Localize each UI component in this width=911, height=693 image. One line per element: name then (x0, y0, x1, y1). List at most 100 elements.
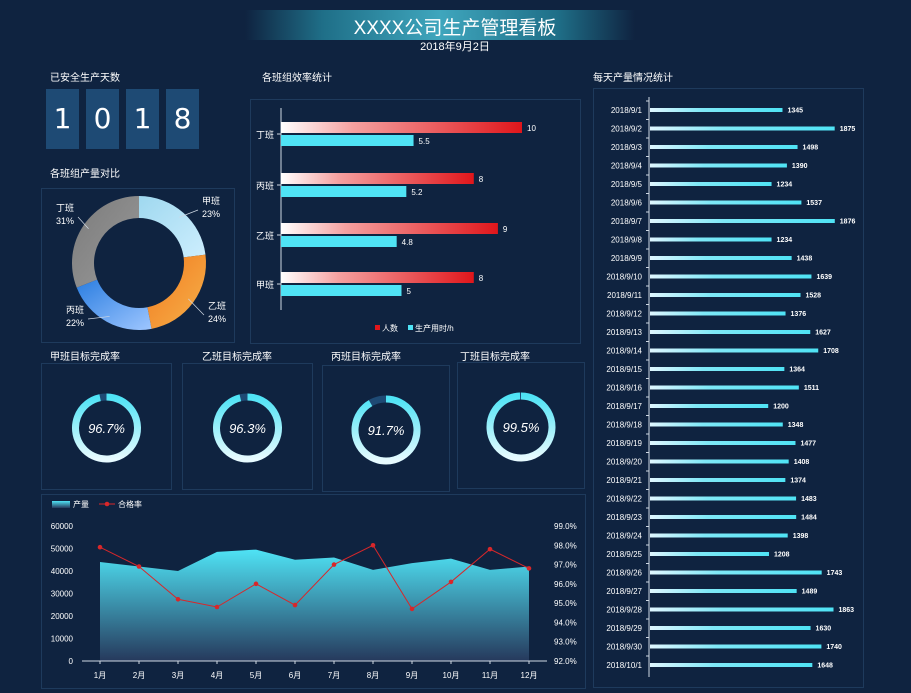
safety-digit: 0 (86, 89, 119, 149)
monthly-right-tick: 92.0% (554, 657, 577, 666)
monthly-right-tick: 98.0% (554, 541, 577, 550)
daily-bar (650, 607, 834, 612)
efficiency-category-label: 乙班 (256, 230, 274, 241)
donut-panel: 甲班 23% 乙班 24% 丙班 22% 丁班 31% (41, 188, 235, 343)
monthly-x-label: 1月 (94, 671, 106, 680)
daily-date-label: 2018/9/1 (611, 106, 643, 115)
monthly-x-label: 8月 (367, 671, 379, 680)
monthly-left-tick: 10000 (51, 635, 74, 644)
donut-slice-percent: 31% (56, 216, 74, 226)
monthly-point-pass-rate (292, 602, 298, 608)
donut-slice (147, 254, 206, 329)
efficiency-bar-people (281, 272, 474, 283)
legend-swatch-people (375, 325, 380, 330)
daily-value-label: 1863 (839, 607, 855, 614)
efficiency-category-label: 甲班 (256, 279, 274, 290)
daily-bar (650, 422, 783, 427)
daily-value-label: 1740 (826, 644, 842, 651)
daily-date-label: 2018/9/4 (611, 162, 643, 171)
efficiency-bar-people (281, 173, 474, 184)
donut-slice-label: 乙班 (208, 300, 226, 311)
page-title: XXXX公司生产管理看板 (353, 18, 557, 39)
daily-date-label: 2018/9/10 (606, 273, 642, 282)
efficiency-bar-people (281, 122, 522, 133)
daily-bar (650, 589, 797, 593)
monthly-x-label: 11月 (482, 671, 498, 680)
monthly-left-tick: 40000 (51, 567, 74, 576)
daily-bar (650, 385, 799, 390)
daily-date-label: 2018/9/6 (611, 199, 643, 208)
efficiency-value-label: 5 (407, 287, 412, 296)
daily-date-label: 2018/9/24 (606, 532, 642, 541)
efficiency-value-label: 10 (527, 124, 536, 133)
efficiency-value-label: 5.5 (419, 137, 431, 146)
daily-date-label: 2018/9/13 (606, 328, 642, 337)
daily-bar (650, 552, 769, 556)
daily-panel: 2018/9/1 1345 2018/9/2 1875 2018/9/3 1498 2018… (593, 88, 864, 688)
daily-value-label: 1511 (804, 385, 819, 392)
daily-value-label: 1376 (791, 311, 807, 318)
daily-bar (650, 663, 813, 667)
efficiency-chart: 丁班 10 5.5 丙班 8 5.2 乙班 9 4.8 甲班 8 5 人数 生产用时/h (256, 108, 536, 333)
daily-section-label: 每天产量情况统计 (593, 73, 673, 84)
legend-swatch-hours (408, 325, 413, 330)
daily-value-label: 1528 (806, 293, 822, 300)
daily-date-label: 2018/9/16 (606, 384, 642, 393)
daily-date-label: 2018/9/9 (611, 254, 643, 263)
donut-section-label: 各班组产量对比 (50, 169, 120, 180)
daily-bar (650, 515, 797, 519)
monthly-left-tick: 30000 (51, 590, 74, 599)
daily-bar (650, 626, 811, 630)
monthly-right-tick: 94.0% (554, 618, 577, 627)
monthly-line-pass-rate (99, 544, 530, 610)
daily-value-label: 1234 (777, 237, 793, 244)
gauge-panel: 96.3% (182, 363, 313, 490)
donut-slice (72, 196, 139, 288)
daily-bar (650, 367, 785, 371)
monthly-left-tick: 0 (69, 657, 74, 666)
daily-date-label: 2018/9/30 (606, 643, 642, 652)
monthly-point-pass-rate (448, 579, 454, 585)
daily-date-label: 2018/9/20 (606, 458, 642, 467)
daily-value-label: 1708 (823, 348, 839, 355)
page-date: 2018年9月2日 (420, 41, 490, 53)
monthly-area-production (100, 549, 529, 661)
monthly-right-tick: 99.0% (554, 522, 577, 531)
daily-bar (650, 533, 788, 538)
donut-slice-label: 甲班 (202, 195, 220, 206)
daily-bar (650, 293, 801, 297)
monthly-point-pass-rate (409, 606, 415, 612)
daily-value-label: 1489 (802, 589, 818, 596)
daily-bar (650, 126, 835, 131)
daily-bar (650, 200, 802, 205)
daily-chart: 2018/9/1 1345 2018/9/2 1875 2018/9/3 1498 2018… (606, 97, 855, 677)
daily-bar (650, 108, 783, 112)
daily-value-label: 1537 (806, 200, 822, 207)
daily-value-label: 1374 (790, 478, 806, 485)
monthly-point-pass-rate (526, 566, 532, 571)
efficiency-value-label: 8 (479, 175, 484, 184)
efficiency-value-label: 4.8 (402, 238, 414, 247)
completion-gauge: 99.5% (486, 392, 556, 462)
donut-slice-label: 丙班 (66, 304, 84, 315)
donut-leader-line (179, 209, 199, 218)
daily-value-label: 1364 (789, 367, 805, 374)
monthly-left-tick: 50000 (51, 545, 74, 554)
daily-date-label: 2018/9/8 (611, 236, 643, 245)
legend-label: 生产用时/h (415, 323, 454, 333)
monthly-point-pass-rate (175, 596, 181, 602)
daily-bar (650, 570, 822, 575)
efficiency-bar-hours (281, 285, 402, 296)
legend-swatch-production (52, 501, 70, 508)
daily-value-label: 1408 (794, 459, 810, 466)
daily-date-label: 2018/9/19 (606, 439, 642, 448)
daily-date-label: 2018/10/1 (606, 661, 642, 670)
efficiency-value-label: 9 (503, 225, 508, 234)
daily-date-label: 2018/9/11 (607, 291, 643, 300)
daily-value-label: 1743 (827, 570, 843, 577)
monthly-x-label: 12月 (521, 671, 538, 680)
completion-label: 甲班目标完成率 (50, 352, 120, 363)
efficiency-category-label: 丙班 (256, 180, 274, 191)
monthly-panel: 0 10000 20000 30000 40000 50000 60000 92.0% 93.0… (41, 494, 586, 689)
daily-value-label: 1208 (774, 552, 790, 559)
